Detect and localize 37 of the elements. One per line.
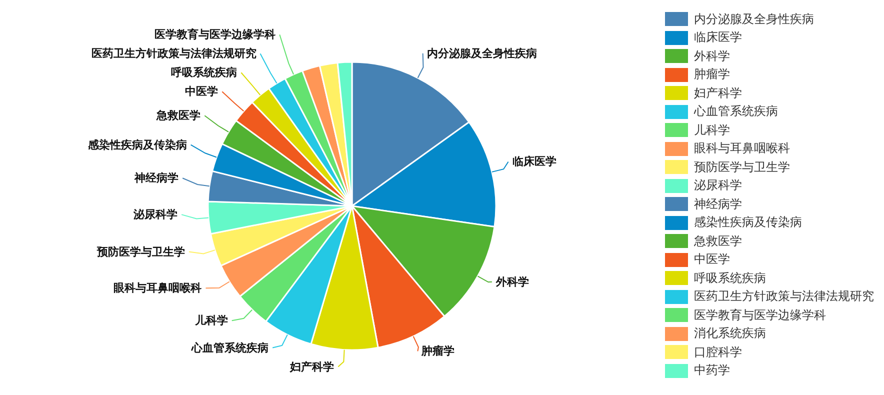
legend-label: 儿科学 (693, 122, 731, 137)
slice-label: 泌尿科学 (132, 208, 178, 222)
legend-label: 感染性疾病及传染病 (693, 215, 803, 230)
slice-label: 外科学 (494, 275, 529, 288)
legend-label: 消化系统疾病 (693, 326, 767, 340)
legend-label: 外科学 (693, 48, 731, 63)
slice-label: 眼科与耳鼻咽喉科 (114, 282, 202, 295)
slice-label: 肿瘤学 (420, 344, 455, 358)
slice-label: 感染性疾病及传染病 (86, 138, 187, 152)
legend-label: 口腔科学 (693, 344, 743, 359)
legend-label: 中药学 (693, 363, 731, 378)
legend-label: 妇产科学 (693, 86, 743, 100)
legend-label: 中医学 (693, 252, 731, 266)
slice-label: 呼吸系统疾病 (171, 66, 238, 80)
legend-label: 急救医学 (693, 234, 743, 248)
slice-label: 心血管系统疾病 (190, 341, 269, 354)
slice-label: 内分泌腺及全身性疾病 (426, 46, 537, 60)
legend-label: 内分泌腺及全身性疾病 (693, 12, 815, 26)
legend-label: 泌尿科学 (693, 178, 743, 192)
legend-label: 神经病学 (693, 196, 743, 211)
legend-label: 眼科与耳鼻咽喉科 (693, 141, 791, 156)
slice-label: 妇产科学 (289, 360, 334, 374)
legend-label: 呼吸系统疾病 (693, 270, 767, 285)
legend-label: 医学教育与医学边缘学科 (693, 308, 827, 322)
legend-label: 临床医学 (693, 30, 743, 44)
slice-label: 中医学 (185, 85, 218, 98)
slice-label: 预防医学与卫生学 (96, 245, 185, 258)
slice-label: 医药卫生方针政策与法律法规研究 (91, 47, 256, 60)
slice-label: 神经病学 (134, 172, 179, 185)
legend-label: 肿瘤学 (693, 67, 731, 82)
legend-label: 心血管系统疾病 (693, 104, 779, 118)
legend-label: 预防医学与卫生学 (693, 160, 791, 174)
slice-label: 儿科学 (194, 314, 228, 328)
slice-label: 临床医学 (512, 155, 556, 168)
slice-label: 急救医学 (156, 109, 201, 122)
legend-label: 医药卫生方针政策与法律法规研究 (693, 289, 875, 304)
slice-label: 医学教育与医学边缘学科 (154, 28, 276, 42)
